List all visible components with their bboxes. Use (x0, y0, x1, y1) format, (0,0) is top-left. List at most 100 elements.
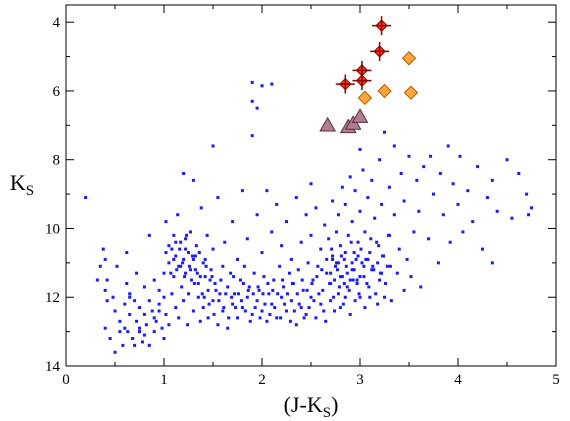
diamond-point (377, 83, 392, 99)
field-star-point (530, 206, 533, 210)
field-star-point (307, 306, 311, 310)
diamond-point (403, 85, 419, 100)
field-star-point (419, 285, 423, 289)
field-star-point (309, 182, 313, 186)
field-star-point (338, 275, 342, 279)
field-star-point (397, 247, 401, 251)
field-star-point (345, 271, 349, 275)
field-star-point (204, 264, 208, 268)
field-star-point (346, 233, 350, 237)
field-star-point (427, 237, 431, 241)
field-star-point (377, 244, 381, 248)
field-star-point (285, 292, 289, 296)
field-star-point (338, 244, 342, 248)
field-star-point (374, 292, 378, 296)
field-star-point (217, 299, 221, 303)
field-star-point (332, 295, 336, 299)
field-star-point (157, 309, 161, 313)
field-star-point (142, 285, 146, 289)
field-star-point (373, 216, 377, 220)
field-star-point (294, 323, 298, 327)
field-star-point (333, 309, 337, 313)
diamond-point (401, 51, 417, 66)
field-star-point (368, 295, 372, 299)
field-star-point (121, 343, 125, 347)
field-star-point (383, 130, 386, 134)
field-star-point (388, 264, 392, 268)
field-star-point (325, 271, 329, 275)
field-star-point (527, 213, 531, 217)
field-star-point (174, 306, 178, 310)
triangle-point (351, 108, 369, 123)
field-star-point (260, 309, 264, 313)
field-star-point (296, 268, 300, 272)
field-star-point (380, 202, 384, 206)
field-star-point (402, 199, 406, 203)
y-tick-label: 14 (45, 359, 61, 375)
field-star-point (328, 281, 332, 285)
field-star-point (200, 292, 204, 296)
field-star-point (266, 281, 270, 285)
field-star-point (337, 285, 341, 289)
field-star-point (256, 285, 260, 289)
y-tick-label: 6 (53, 84, 61, 100)
field-star-point (211, 247, 215, 251)
field-star-point (271, 288, 275, 292)
field-star-point (195, 271, 199, 275)
field-star-point (179, 240, 183, 244)
field-star-point (304, 213, 308, 217)
field-star-point (380, 271, 384, 275)
field-star-point (376, 261, 380, 265)
field-star-point (461, 230, 465, 234)
field-star-point (338, 306, 342, 310)
field-star-point (289, 257, 293, 261)
field-star-point (329, 271, 333, 275)
field-star-point (133, 343, 137, 347)
x-tick-label: 4 (454, 372, 462, 388)
field-star-point (135, 271, 139, 275)
field-star-point (196, 295, 200, 299)
field-star-point (172, 275, 176, 279)
field-star-point (205, 233, 209, 237)
field-star-point (174, 240, 178, 244)
x-axis-title: (J-KS) (284, 392, 339, 421)
field-star-point (334, 264, 337, 268)
field-star-point (209, 268, 213, 272)
field-star-point (260, 251, 264, 255)
field-star-point (360, 261, 364, 265)
field-star-point (181, 261, 185, 265)
field-star-point (125, 251, 129, 255)
field-star-point (311, 278, 315, 282)
field-star-point (188, 268, 192, 272)
field-star-point (383, 295, 386, 299)
field-star-point (234, 306, 238, 310)
field-star-point (305, 288, 309, 292)
field-star-point (224, 292, 228, 296)
field-star-point (258, 316, 262, 320)
cross-point (370, 41, 390, 61)
cross-point (352, 71, 372, 91)
field-star-point (363, 306, 367, 310)
field-star-point (203, 275, 207, 279)
field-star-point (179, 264, 183, 268)
y-tick-label: 8 (53, 153, 61, 169)
field-star-point (340, 275, 344, 279)
field-star-point (142, 333, 146, 337)
field-star-point (316, 264, 320, 268)
field-star-point (197, 251, 201, 255)
field-star-point (201, 261, 205, 265)
field-star-point (292, 309, 296, 313)
field-star-point (226, 285, 230, 289)
field-star-point (214, 288, 218, 292)
field-star-point (399, 171, 403, 175)
field-star-point (376, 302, 380, 306)
x-tick-label: 3 (356, 372, 364, 388)
field-star-point (386, 233, 390, 237)
field-star-point (272, 278, 276, 282)
field-star-point (203, 257, 207, 261)
field-star-point (222, 306, 226, 310)
field-star-point (211, 299, 215, 303)
field-star-point (172, 233, 176, 237)
field-star-point (350, 268, 354, 272)
